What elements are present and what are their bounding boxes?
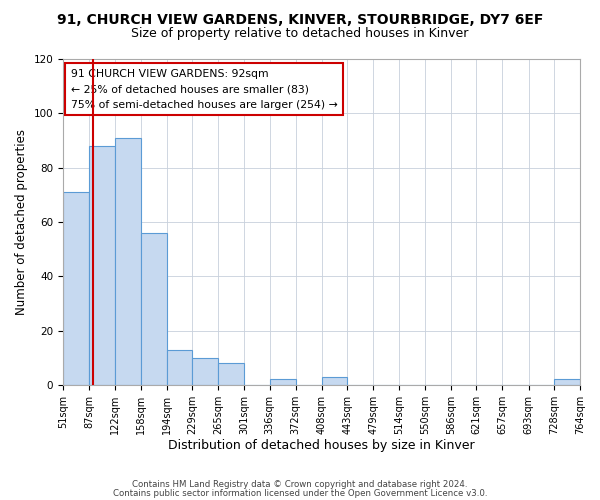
Text: 91, CHURCH VIEW GARDENS, KINVER, STOURBRIDGE, DY7 6EF: 91, CHURCH VIEW GARDENS, KINVER, STOURBR…: [57, 12, 543, 26]
Bar: [63, 192, 89, 385]
Bar: [167, 350, 192, 385]
Text: Size of property relative to detached houses in Kinver: Size of property relative to detached ho…: [131, 28, 469, 40]
Text: 91 CHURCH VIEW GARDENS: 92sqm
← 25% of detached houses are smaller (83)
75% of s: 91 CHURCH VIEW GARDENS: 92sqm ← 25% of d…: [71, 69, 338, 110]
Bar: [89, 146, 115, 385]
Bar: [115, 138, 140, 385]
Text: Contains public sector information licensed under the Open Government Licence v3: Contains public sector information licen…: [113, 488, 487, 498]
Bar: [192, 358, 218, 385]
Bar: [218, 363, 244, 385]
Bar: [269, 380, 296, 385]
Bar: [322, 376, 347, 385]
Y-axis label: Number of detached properties: Number of detached properties: [15, 129, 28, 315]
Bar: [140, 233, 167, 385]
Text: Contains HM Land Registry data © Crown copyright and database right 2024.: Contains HM Land Registry data © Crown c…: [132, 480, 468, 489]
X-axis label: Distribution of detached houses by size in Kinver: Distribution of detached houses by size …: [168, 440, 475, 452]
Bar: [554, 380, 580, 385]
